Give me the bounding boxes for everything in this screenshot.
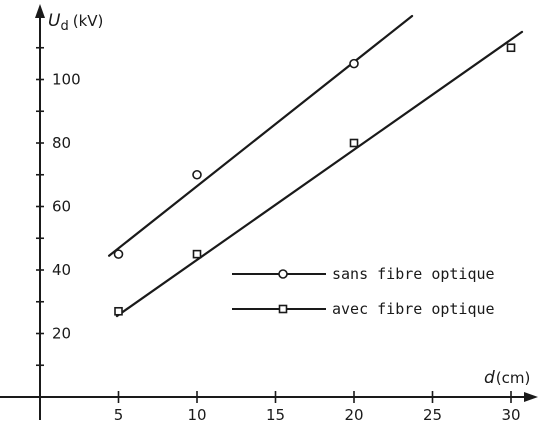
x-tick-label: 20 bbox=[344, 406, 363, 421]
markers bbox=[113, 43, 516, 316]
y-tick-label: 100 bbox=[52, 71, 81, 89]
x-axis-label: d(cm) bbox=[484, 368, 530, 388]
data-point-series-1 bbox=[192, 169, 202, 180]
x-axis-symbol: d bbox=[484, 368, 495, 388]
x-ticks: 5 10 15 20 25 30 bbox=[114, 391, 521, 421]
fit-line-series-1 bbox=[107, 14, 414, 257]
x-tick-label: 15 bbox=[266, 406, 285, 421]
data-point-series-2 bbox=[349, 138, 359, 148]
data-point-series-1 bbox=[113, 249, 124, 259]
x-axis-arrow bbox=[524, 392, 538, 402]
data-point-series-1 bbox=[349, 58, 359, 69]
legend: sans fibre optique avec fibre optique bbox=[232, 265, 495, 318]
x-tick-label: 30 bbox=[501, 406, 520, 421]
data-point-series-2 bbox=[114, 306, 123, 316]
y-axis-symbol: U bbox=[48, 11, 61, 31]
legend-label: sans fibre optique bbox=[332, 265, 495, 283]
y-axis-label: Ud (kV) bbox=[48, 11, 103, 34]
axes bbox=[0, 4, 538, 420]
y-tick-label: 80 bbox=[52, 134, 71, 152]
y-axis-subscript: d bbox=[60, 19, 68, 34]
y-axis-arrow bbox=[35, 4, 45, 18]
legend-label: avec fibre optique bbox=[332, 300, 495, 318]
y-tick-label: 40 bbox=[52, 261, 71, 279]
x-tick-label: 10 bbox=[187, 406, 206, 421]
x-axis-unit: (cm) bbox=[496, 369, 531, 387]
y-tick-label: 60 bbox=[52, 198, 71, 216]
fit-lines bbox=[107, 14, 524, 318]
fit-line-series-2 bbox=[115, 30, 524, 318]
y-axis-unit: (kV) bbox=[73, 12, 104, 30]
y-ticks: 20 40 60 80 100 bbox=[36, 46, 81, 367]
legend-marker bbox=[278, 304, 288, 314]
legend-marker bbox=[278, 269, 288, 279]
x-tick-label: 25 bbox=[423, 406, 442, 421]
data-point-series-2 bbox=[192, 249, 202, 259]
y-tick-label: 20 bbox=[52, 325, 71, 343]
x-tick-label: 5 bbox=[114, 406, 124, 421]
data-point-series-2 bbox=[506, 43, 516, 53]
